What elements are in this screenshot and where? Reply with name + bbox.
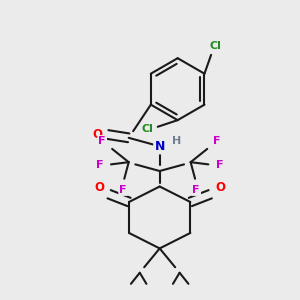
- Text: F: F: [213, 136, 221, 146]
- Text: O: O: [94, 181, 104, 194]
- Text: Cl: Cl: [210, 41, 221, 51]
- Text: O: O: [93, 128, 103, 141]
- Text: F: F: [119, 185, 127, 195]
- Text: F: F: [216, 160, 223, 170]
- Text: N: N: [154, 140, 165, 153]
- Text: F: F: [192, 185, 200, 195]
- Text: O: O: [215, 181, 225, 194]
- Text: F: F: [98, 136, 106, 146]
- Text: H: H: [172, 136, 181, 146]
- Text: F: F: [96, 160, 104, 170]
- Text: Cl: Cl: [142, 124, 154, 134]
